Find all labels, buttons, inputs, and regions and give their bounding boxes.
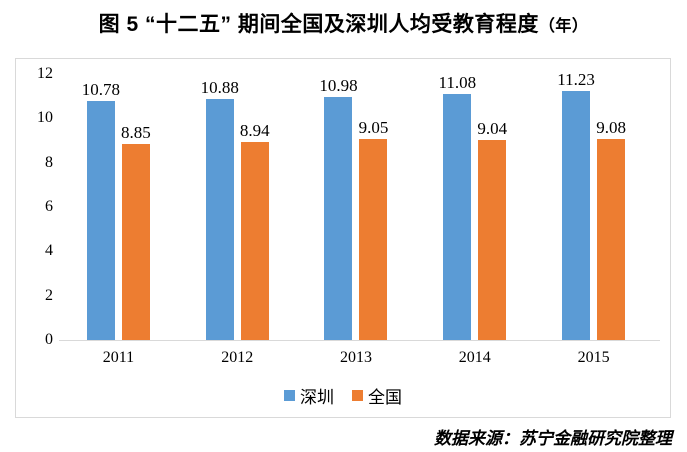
- chart-title-unit: （年）: [538, 18, 589, 35]
- x-tick-label: 2015: [577, 349, 610, 366]
- bar-group: 11.23 9.08: [534, 70, 653, 340]
- value-label: 8.85: [121, 122, 151, 142]
- chart-frame: 0 2 4 6 8 10 12 10.78 8.85 2011 10.88 8.94 2012 10.98…: [15, 58, 671, 418]
- bar: 8.85: [121, 123, 151, 340]
- x-tick-label: 2012: [221, 349, 254, 366]
- bar: 10.88: [201, 78, 239, 340]
- legend-swatch: [284, 390, 295, 401]
- y-tick-label: 6: [45, 198, 53, 215]
- value-label: 11.23: [557, 70, 595, 90]
- value-label: 8.94: [239, 120, 270, 140]
- y-tick-label: 10: [37, 109, 53, 127]
- bar: 9.04: [477, 119, 507, 340]
- y-tick-label: 0: [45, 331, 53, 348]
- x-tick-label: 2011: [102, 349, 135, 366]
- legend: 深圳 全国: [16, 383, 670, 408]
- bar-group: 10.78 8.85: [59, 74, 178, 340]
- bar-group: 11.08 9.04: [415, 73, 534, 340]
- bar-group: 10.98 9.05: [297, 74, 416, 340]
- x-axis-line: [59, 340, 660, 341]
- x-tick-label: 2014: [458, 349, 491, 366]
- value-label: 11.08: [438, 73, 477, 93]
- legend-swatch: [352, 390, 363, 401]
- source-note: 数据来源：苏宁金融研究院整理: [434, 429, 672, 448]
- bar: 9.08: [596, 118, 626, 340]
- bar: 11.08: [438, 73, 476, 340]
- legend-item: 全国: [352, 383, 402, 408]
- legend-item: 深圳: [284, 383, 334, 408]
- value-label: 10.78: [81, 80, 121, 100]
- bar: 9.05: [359, 118, 388, 340]
- bar-group: 10.88 8.94: [178, 74, 297, 340]
- y-tick-label: 8: [45, 153, 53, 171]
- chart-title: 图 5 “十二五” 期间全国及深圳人均受教育程度（年）: [0, 8, 687, 38]
- legend-label: 深圳: [300, 388, 334, 407]
- plot-area: 0 2 4 6 8 10 12 10.78 8.85 2011 10.88 8.94 2012 10.98…: [16, 59, 670, 417]
- y-tick-label: 12: [37, 65, 53, 82]
- y-tick-label: 4: [45, 242, 53, 260]
- value-label: 9.04: [477, 118, 508, 138]
- bar: 11.23: [557, 70, 595, 340]
- value-label: 9.08: [596, 117, 626, 137]
- chart-title-main: 图 5 “十二五” 期间全国及深圳人均受教育程度: [98, 13, 539, 36]
- value-label: 10.98: [319, 75, 358, 95]
- bar: 10.98: [319, 76, 358, 340]
- value-label: 9.05: [358, 118, 389, 138]
- bar: 8.94: [240, 121, 270, 340]
- x-tick-label: 2013: [339, 349, 372, 366]
- value-label: 10.88: [200, 77, 239, 97]
- legend-label: 全国: [368, 388, 402, 407]
- bar: 10.78: [82, 80, 120, 340]
- y-tick-label: 2: [45, 286, 53, 304]
